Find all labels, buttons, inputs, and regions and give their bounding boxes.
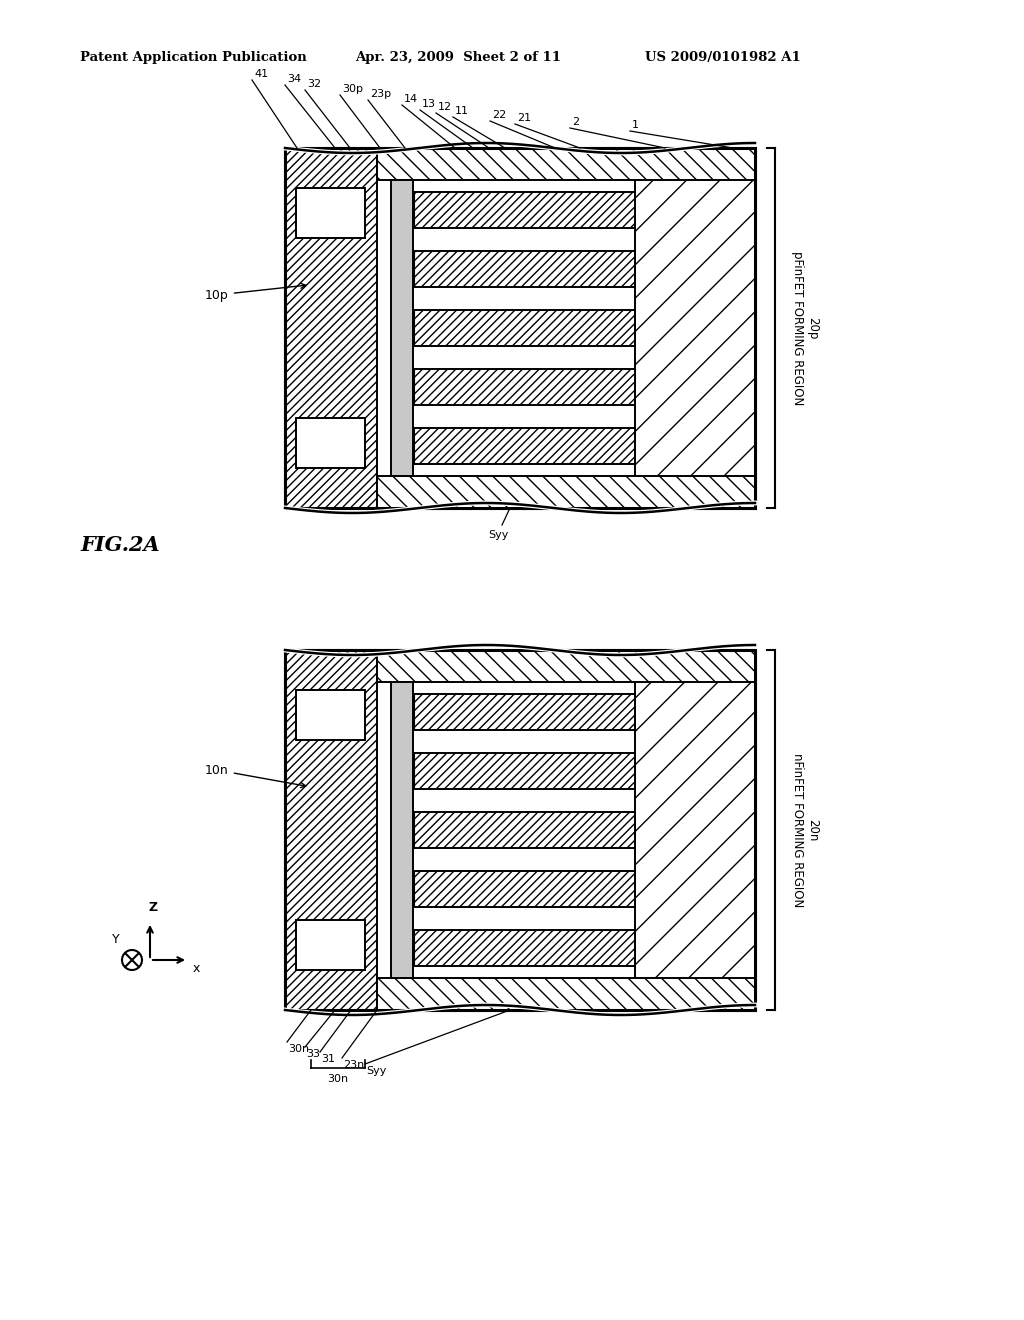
Bar <box>285 649 377 1010</box>
Text: 23n: 23n <box>343 1060 365 1071</box>
Bar <box>415 693 635 730</box>
Bar <box>296 418 365 469</box>
Text: 30n: 30n <box>288 1044 309 1053</box>
Text: 32: 32 <box>307 79 322 88</box>
Bar <box>377 978 755 1010</box>
Bar <box>285 148 755 508</box>
Bar <box>635 649 755 1010</box>
Bar <box>377 475 755 508</box>
Text: 41: 41 <box>254 69 268 79</box>
Bar <box>285 649 755 1010</box>
Bar <box>415 929 635 966</box>
Text: 23p: 23p <box>370 88 391 99</box>
Text: Y: Y <box>113 933 120 946</box>
Bar <box>415 310 635 346</box>
Text: x: x <box>193 962 201 975</box>
Text: 13: 13 <box>422 99 436 110</box>
Text: 30n: 30n <box>328 1074 348 1084</box>
Text: 2: 2 <box>572 117 580 127</box>
Bar <box>377 148 755 181</box>
Bar <box>415 812 635 849</box>
Text: 12: 12 <box>438 102 453 112</box>
Text: 34: 34 <box>287 74 301 84</box>
Text: 11: 11 <box>455 106 469 116</box>
Bar <box>415 752 635 789</box>
Bar <box>296 689 365 741</box>
Text: Apr. 23, 2009  Sheet 2 of 11: Apr. 23, 2009 Sheet 2 of 11 <box>355 51 561 65</box>
Bar <box>415 368 635 405</box>
Text: 33: 33 <box>306 1049 319 1059</box>
Text: 20p
pFinFET FORMING REGION: 20p pFinFET FORMING REGION <box>791 251 819 405</box>
Bar <box>391 682 414 978</box>
Bar <box>415 191 635 228</box>
Text: Syy: Syy <box>366 1067 386 1076</box>
Text: 30p: 30p <box>342 84 362 94</box>
Text: 14: 14 <box>404 94 418 104</box>
Text: 20n
nFinFET FORMING REGION: 20n nFinFET FORMING REGION <box>791 752 819 907</box>
Text: 22: 22 <box>492 110 506 120</box>
Bar <box>285 148 755 508</box>
Text: US 2009/0101982 A1: US 2009/0101982 A1 <box>645 51 801 65</box>
Bar <box>285 649 755 1010</box>
Bar <box>296 187 365 238</box>
Text: 10n: 10n <box>205 763 306 788</box>
Bar <box>377 649 755 682</box>
Bar <box>296 920 365 970</box>
Text: 1: 1 <box>632 120 639 129</box>
Text: 21: 21 <box>517 114 531 123</box>
Text: Syy: Syy <box>487 531 508 540</box>
Bar <box>635 148 755 508</box>
Text: 31: 31 <box>321 1053 335 1064</box>
Bar <box>391 181 414 475</box>
Text: FIG.2A: FIG.2A <box>80 535 160 554</box>
Text: 10p: 10p <box>205 284 306 301</box>
Bar <box>415 251 635 288</box>
Bar <box>415 871 635 907</box>
Bar <box>415 428 635 465</box>
Text: Patent Application Publication: Patent Application Publication <box>80 51 307 65</box>
Text: Z: Z <box>148 902 158 913</box>
Bar <box>285 148 377 508</box>
